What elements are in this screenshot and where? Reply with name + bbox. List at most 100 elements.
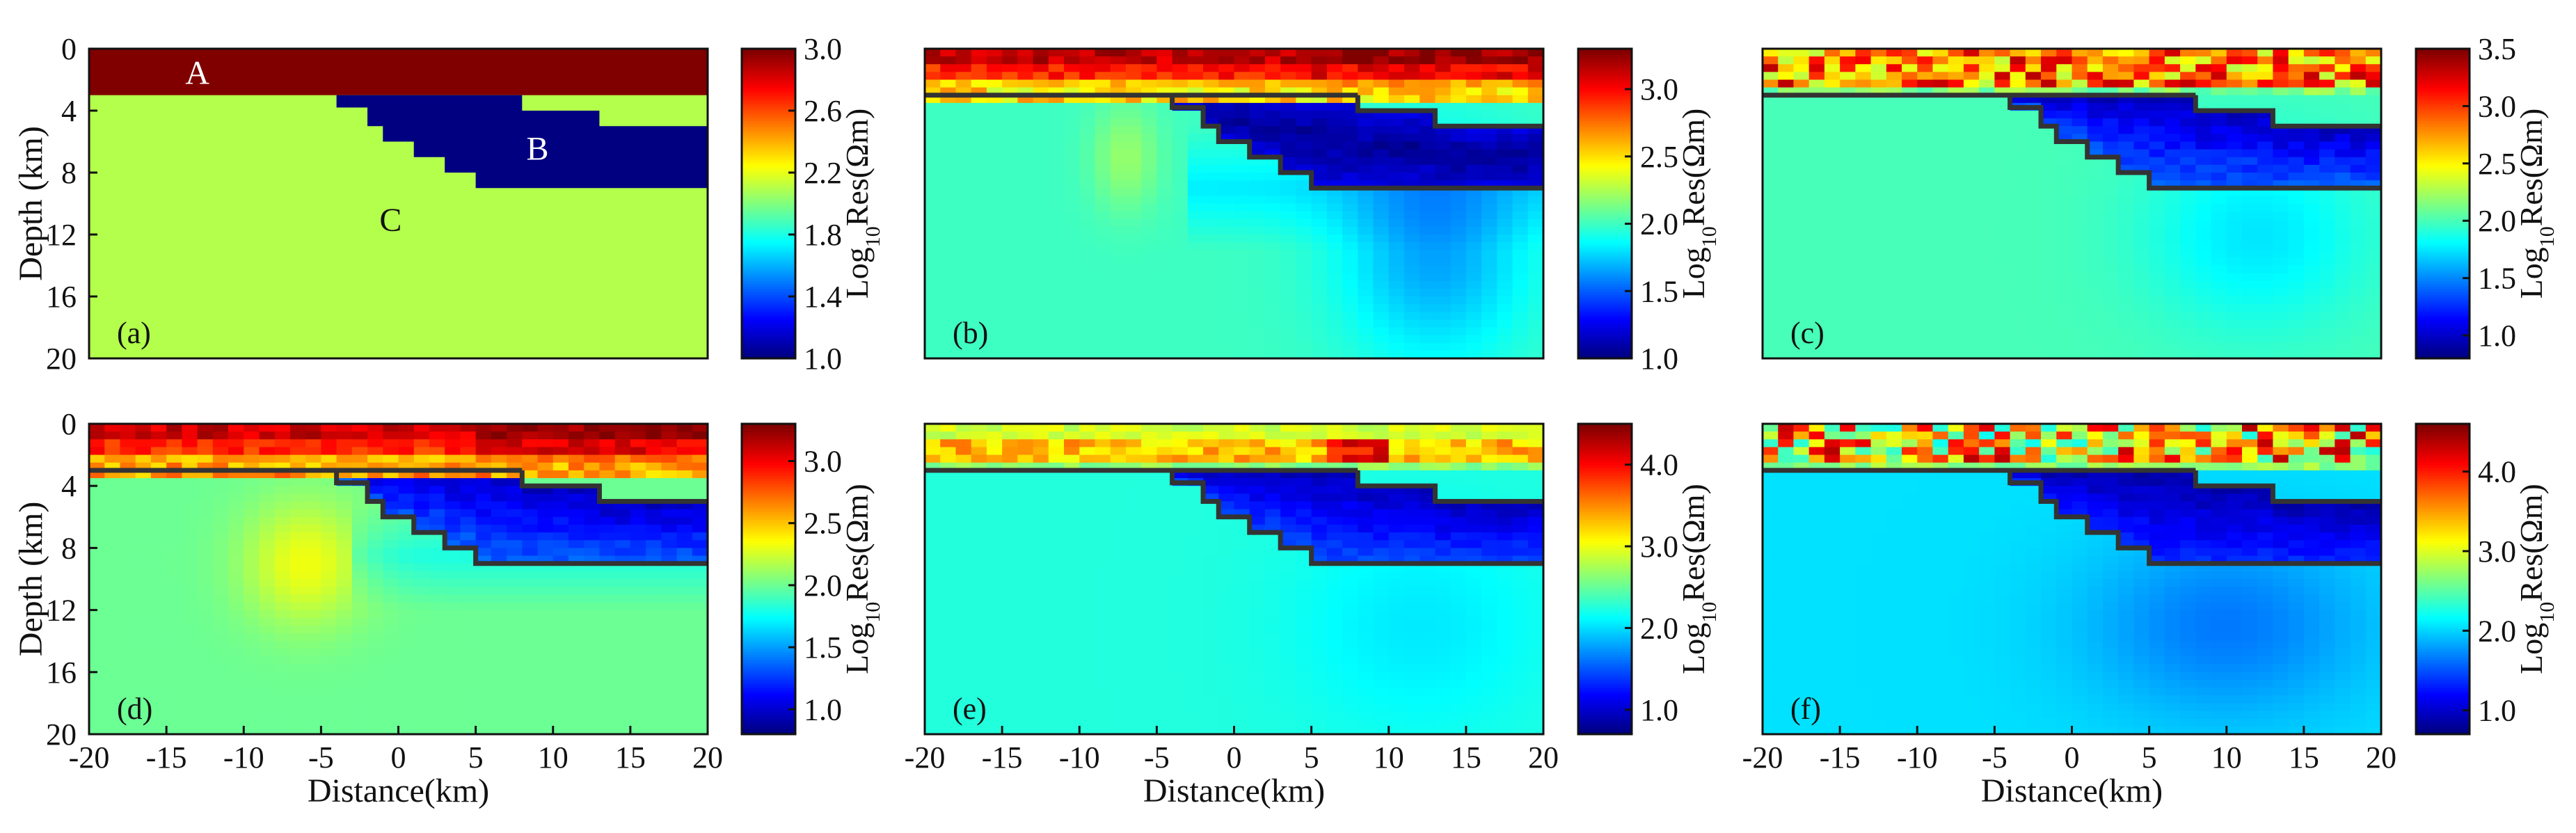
heatmap-cell bbox=[2149, 219, 2165, 228]
heatmap-cell bbox=[1296, 56, 1312, 65]
colorbar-swatch bbox=[2416, 342, 2470, 347]
heatmap-cell bbox=[1280, 49, 1297, 57]
colorbar-swatch bbox=[742, 77, 795, 81]
heatmap-cell bbox=[2195, 111, 2212, 119]
heatmap-cell bbox=[1404, 273, 1420, 282]
colorbar-swatch bbox=[742, 348, 795, 351]
heatmap-cell bbox=[1420, 157, 1436, 166]
heatmap-cell bbox=[1870, 102, 1887, 111]
heatmap-cell bbox=[1948, 288, 1964, 297]
heatmap-cell bbox=[537, 641, 554, 649]
heatmap-cell bbox=[2288, 235, 2305, 243]
heatmap-cell bbox=[1388, 265, 1405, 274]
heatmap-cell bbox=[584, 532, 601, 541]
heatmap-cell bbox=[413, 649, 430, 658]
heatmap-cell bbox=[1017, 219, 1034, 228]
heatmap-cell bbox=[429, 625, 445, 634]
heatmap-cell bbox=[2288, 64, 2305, 72]
heatmap-cell bbox=[971, 49, 987, 57]
heatmap-cell bbox=[1095, 196, 1111, 205]
heatmap-cell bbox=[1465, 219, 1482, 228]
colorbar-swatch bbox=[2416, 173, 2470, 176]
colorbar-swatch bbox=[742, 278, 795, 282]
heatmap-cell bbox=[2273, 342, 2289, 351]
heatmap-cell bbox=[1218, 265, 1235, 274]
heatmap-cell bbox=[1527, 141, 1544, 150]
heatmap-cell bbox=[1481, 219, 1497, 228]
heatmap-cell bbox=[925, 180, 941, 189]
heatmap-cell bbox=[1249, 265, 1266, 274]
heatmap-cell bbox=[1870, 312, 1887, 320]
heatmap-cell bbox=[1404, 350, 1420, 359]
heatmap-cell bbox=[274, 649, 291, 658]
heatmap-cell bbox=[2072, 49, 2088, 57]
colorbar-swatch bbox=[2416, 84, 2470, 88]
heatmap-cell bbox=[1156, 203, 1173, 212]
heatmap-cell bbox=[2041, 250, 2057, 258]
heatmap-cell bbox=[1326, 102, 1343, 111]
heatmap-cell bbox=[925, 188, 941, 196]
heatmap-cell bbox=[1886, 319, 1902, 328]
heatmap-cell bbox=[475, 610, 492, 619]
heatmap-cell bbox=[1512, 196, 1529, 205]
heatmap-cell bbox=[1002, 180, 1018, 189]
heatmap-cell bbox=[1435, 242, 1452, 251]
heatmap-cell bbox=[940, 273, 957, 282]
heatmap-cell bbox=[1234, 141, 1250, 150]
heatmap-cell bbox=[1110, 327, 1127, 336]
heatmap-cell bbox=[1311, 296, 1328, 305]
heatmap-cell bbox=[692, 664, 708, 673]
heatmap-cell bbox=[1388, 173, 1405, 181]
heatmap-cell bbox=[2335, 64, 2351, 72]
heatmap-cell bbox=[429, 454, 445, 463]
heatmap-cell bbox=[1048, 304, 1065, 312]
heatmap-cell bbox=[1079, 335, 1096, 344]
heatmap-cell bbox=[2072, 288, 2088, 297]
heatmap-cell bbox=[182, 610, 198, 619]
heatmap-cell bbox=[1497, 350, 1513, 359]
heatmap-cell bbox=[1249, 242, 1266, 251]
heatmap-cell bbox=[1963, 149, 1980, 158]
heatmap-cell bbox=[398, 540, 415, 548]
heatmap-cell bbox=[2226, 118, 2243, 127]
heatmap-cell bbox=[2072, 319, 2088, 328]
heatmap-cell bbox=[1326, 235, 1343, 243]
heatmap-cell bbox=[1808, 242, 1825, 251]
heatmap-cell bbox=[212, 447, 229, 456]
heatmap-cell bbox=[2102, 56, 2119, 65]
heatmap-cell bbox=[1249, 141, 1266, 150]
heatmap-cell bbox=[1404, 319, 1420, 328]
heatmap-cell bbox=[1064, 250, 1080, 258]
heatmap-cell bbox=[289, 664, 306, 673]
heatmap-cell bbox=[1902, 226, 1918, 235]
heatmap-cell bbox=[584, 602, 601, 611]
heatmap-cell bbox=[491, 563, 507, 572]
heatmap-cell bbox=[2303, 350, 2320, 359]
heatmap-cell bbox=[244, 501, 260, 510]
heatmap-cell bbox=[2257, 288, 2274, 297]
heatmap-cell bbox=[120, 641, 136, 649]
heatmap-cell bbox=[1249, 250, 1266, 258]
heatmap-cell bbox=[1017, 118, 1034, 127]
heatmap-cell bbox=[2072, 211, 2088, 220]
heatmap-cell bbox=[212, 679, 229, 688]
heatmap-cell bbox=[383, 641, 399, 649]
colorbar-swatch bbox=[2416, 348, 2470, 351]
heatmap-cell bbox=[305, 548, 321, 557]
heatmap-cell bbox=[166, 656, 182, 665]
heatmap-cell bbox=[120, 493, 136, 502]
heatmap-cell bbox=[1435, 64, 1452, 72]
heatmap-cell bbox=[2118, 265, 2134, 274]
heatmap-cell bbox=[1358, 56, 1374, 65]
heatmap-cell bbox=[1932, 134, 1949, 143]
heatmap-cell bbox=[2025, 111, 2042, 119]
heatmap-cell bbox=[507, 571, 523, 580]
heatmap-cell bbox=[274, 555, 291, 564]
heatmap-cell bbox=[2041, 342, 2057, 351]
heatmap-cell bbox=[1264, 173, 1281, 181]
heatmap-cell bbox=[1948, 250, 1964, 258]
heatmap-cell bbox=[1249, 335, 1266, 344]
heatmap-cell bbox=[1420, 312, 1436, 320]
heatmap-cell bbox=[1326, 342, 1343, 351]
heatmap-cell bbox=[1994, 64, 2011, 72]
